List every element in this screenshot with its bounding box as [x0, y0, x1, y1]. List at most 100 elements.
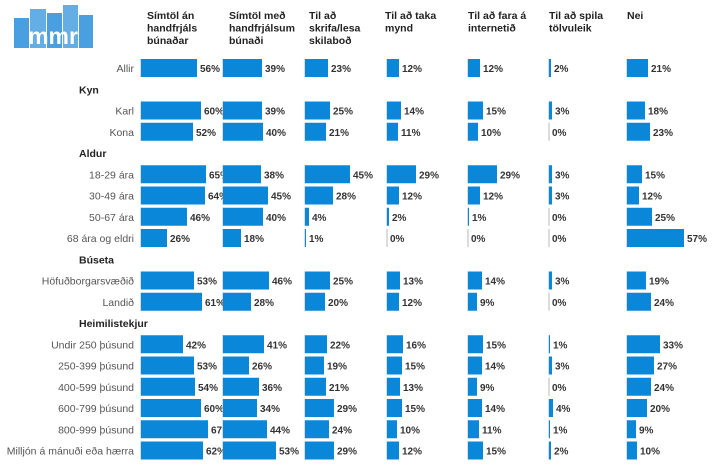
data-bar — [141, 377, 195, 396]
data-bar — [627, 186, 639, 205]
data-bar — [223, 271, 269, 290]
column-header: Símtöl með handfrjálsum búnaði — [229, 10, 295, 47]
value-label: 0% — [552, 383, 567, 394]
data-bar — [223, 165, 261, 184]
data-bar — [223, 101, 262, 120]
value-label: 15% — [486, 107, 506, 118]
value-label: 4% — [312, 213, 327, 224]
data-bar — [141, 59, 197, 77]
value-label: 18% — [244, 234, 264, 245]
data-bar — [627, 207, 652, 226]
value-label: 40% — [266, 213, 286, 224]
column-header-line: Til að spila — [549, 10, 603, 22]
column-header-line: tölvuleik — [549, 23, 592, 35]
value-label: 22% — [330, 340, 350, 351]
value-label: 11% — [482, 425, 502, 436]
data-bar — [387, 356, 402, 375]
row-label: 68 ára og eldri — [67, 233, 134, 245]
value-label: 9% — [639, 425, 654, 436]
value-label: 39% — [265, 107, 285, 118]
value-label: 42% — [186, 340, 206, 351]
value-label: 0% — [552, 213, 567, 224]
value-label: 24% — [332, 425, 352, 436]
column-header-line: internetið — [468, 23, 516, 35]
value-label: 60% — [204, 107, 224, 118]
value-label: 25% — [655, 213, 675, 224]
data-bar — [549, 101, 552, 120]
row-label: 30-49 ára — [89, 191, 134, 203]
value-label: 14% — [485, 404, 505, 415]
data-bar — [627, 356, 654, 375]
group-label: Búseta — [79, 254, 114, 266]
data-bar — [223, 292, 251, 311]
value-label: 1% — [553, 425, 568, 436]
value-label: 24% — [654, 383, 674, 394]
data-bar — [141, 122, 193, 141]
mmr-logo: mmr — [14, 5, 93, 49]
data-bar — [549, 186, 552, 205]
data-bar — [141, 101, 201, 120]
data-bar — [627, 165, 642, 184]
data-bar — [468, 165, 497, 184]
value-label: 15% — [486, 340, 506, 351]
value-label: 61% — [205, 298, 225, 309]
value-label: 3% — [555, 170, 570, 181]
data-bar — [141, 229, 167, 247]
value-label: 57% — [687, 234, 707, 245]
value-label: 53% — [279, 447, 299, 458]
data-bar — [468, 377, 477, 396]
value-label: 45% — [353, 170, 373, 181]
value-label: 28% — [336, 192, 356, 203]
value-label: 11% — [401, 128, 421, 139]
row-label: Kona — [109, 127, 134, 139]
row-label: 800-999 þúsund — [58, 424, 134, 436]
value-label: 0% — [552, 128, 567, 139]
data-bar — [141, 207, 187, 226]
value-label: 36% — [262, 383, 282, 394]
row-label: 18-29 ára — [89, 169, 134, 181]
value-label: 46% — [190, 213, 210, 224]
data-bar — [387, 292, 399, 311]
value-label: 3% — [555, 192, 570, 203]
value-label: 23% — [653, 128, 673, 139]
data-bar — [305, 420, 329, 439]
value-label: 44% — [270, 425, 290, 436]
data-bar — [627, 271, 646, 290]
data-bar — [305, 229, 306, 247]
data-bar — [468, 335, 483, 354]
row-label: 250-399 þúsund — [58, 361, 134, 373]
group-label: Aldur — [79, 148, 106, 160]
value-label: 16% — [406, 340, 426, 351]
row-label: Undir 250 þúsund — [51, 339, 134, 351]
column-header-line: Til að taka — [385, 10, 436, 22]
data-bar — [223, 420, 267, 439]
data-bar — [468, 186, 480, 205]
value-label: 46% — [272, 277, 292, 288]
column-header-line: handfrjáls — [147, 23, 197, 35]
data-bar — [387, 399, 402, 417]
data-bar — [627, 335, 660, 354]
column-header-line: Til að — [309, 10, 336, 22]
data-bar — [223, 335, 264, 354]
value-label: 12% — [402, 298, 422, 309]
data-bar — [549, 441, 551, 460]
value-label: 12% — [402, 64, 422, 75]
data-bar — [387, 59, 399, 77]
column-header: Til að skrifa/lesa skilaboð — [309, 10, 361, 47]
data-bar — [387, 207, 389, 226]
data-bar — [627, 292, 651, 311]
data-bar — [223, 122, 263, 141]
value-label: 56% — [200, 64, 220, 75]
column-header-line: handfrjálsum — [229, 23, 295, 35]
data-bar — [305, 59, 328, 77]
value-label: 29% — [500, 170, 520, 181]
data-bar — [627, 399, 647, 417]
row-label: Milljón á mánuði eða hærra — [7, 446, 134, 458]
value-label: 34% — [260, 404, 280, 415]
value-label: 0% — [390, 234, 405, 245]
value-label: 13% — [403, 277, 423, 288]
value-label: 27% — [657, 362, 677, 373]
data-bar — [141, 292, 202, 311]
value-label: 0% — [552, 234, 567, 245]
